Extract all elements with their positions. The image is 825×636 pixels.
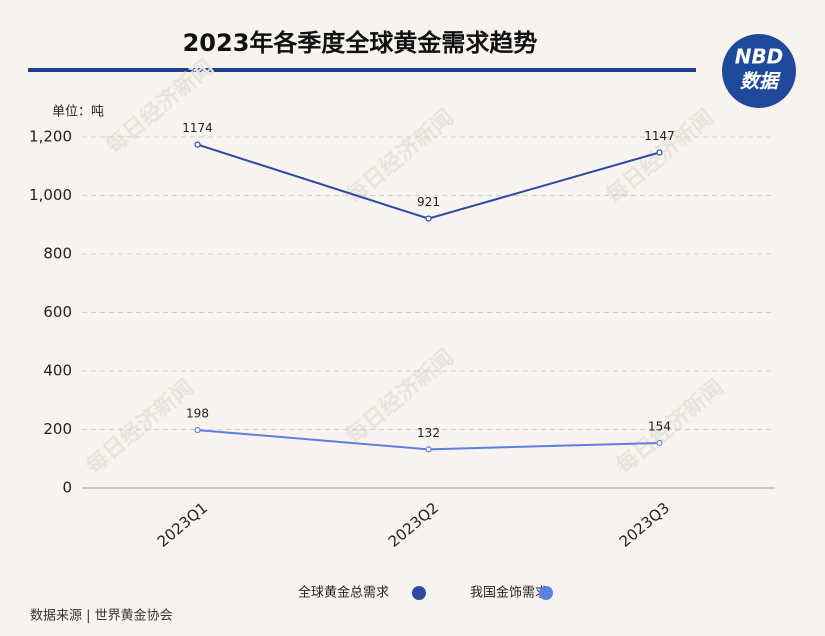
data-label: 154 <box>648 419 671 433</box>
legend-marker <box>539 586 553 600</box>
title-underline <box>28 68 696 72</box>
data-label: 132 <box>417 426 440 440</box>
source: 数据来源 | 世界黄金协会 <box>30 608 173 624</box>
legend-label: 我国金饰需求 <box>470 585 548 601</box>
data-point <box>194 426 201 434</box>
data-point <box>194 141 201 148</box>
data-label: 1147 <box>644 129 675 143</box>
data-point <box>425 446 432 453</box>
data-label: 198 <box>186 407 209 421</box>
data-point <box>656 439 663 447</box>
legend-label: 全球黄金总需求 <box>298 585 389 601</box>
logo-circle <box>722 34 796 108</box>
y-tick-label: 0 <box>62 479 72 497</box>
y-tick-label: 800 <box>43 245 72 263</box>
y-tick-label: 1,200 <box>29 128 72 146</box>
data-point <box>656 149 663 156</box>
logo-text: NBD <box>735 45 784 69</box>
y-tick-label: 400 <box>43 362 72 380</box>
y-tick-label: 200 <box>43 420 72 438</box>
logo-text: 数据 <box>740 71 781 93</box>
chart-title: 2023年各季度全球黄金需求趋势 <box>183 29 538 57</box>
data-point <box>425 215 432 222</box>
y-tick-label: 1,000 <box>29 186 72 204</box>
data-label: 921 <box>417 195 440 209</box>
y-tick-label: 600 <box>43 303 72 321</box>
unit-label: 单位：吨 <box>52 105 104 120</box>
data-label: 1174 <box>182 121 213 135</box>
legend-marker <box>412 586 426 600</box>
